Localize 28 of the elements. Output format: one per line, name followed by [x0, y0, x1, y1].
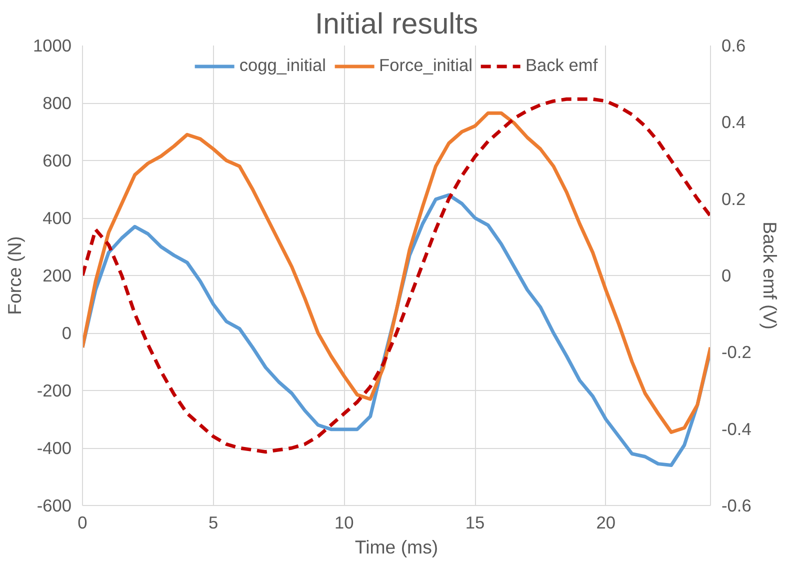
y-tick-label: -400: [36, 438, 72, 458]
legend-label: Back emf: [525, 55, 598, 76]
y2-tick-label: -0.6: [722, 496, 752, 516]
y-tick-label: 0: [62, 323, 72, 343]
y-tick-label: -200: [36, 380, 72, 400]
x-tick-label: 20: [596, 512, 616, 532]
y2-tick-label: 0: [722, 266, 732, 286]
chart-title: Initial results: [315, 8, 478, 40]
y2-tick-label: -0.4: [722, 418, 752, 439]
y-tick-label: 600: [42, 150, 72, 170]
x-tick-label: 0: [78, 512, 88, 532]
y-axis-title: Force (N): [4, 236, 25, 315]
y-tick-label: 800: [42, 93, 72, 113]
y-tick-label: 400: [42, 208, 72, 228]
legend-label: Force_initial: [379, 55, 472, 76]
y2-tick-label: -0.2: [722, 342, 752, 362]
y-tick-label: 1000: [32, 36, 72, 56]
y-tick-label: 200: [42, 266, 72, 286]
y2-axis-title: Back emf (V): [759, 222, 780, 330]
y2-tick-label: 0.4: [722, 112, 746, 132]
y2-tick-label: 0.2: [722, 188, 746, 209]
x-axis-title: Time (ms): [354, 536, 438, 558]
y2-tick-label: 0.6: [722, 36, 746, 56]
x-tick-label: 10: [334, 512, 354, 532]
legend-label: cogg_initial: [239, 55, 326, 76]
y-tick-label: -600: [36, 496, 72, 516]
x-tick-label: 15: [465, 512, 485, 532]
x-tick-label: 5: [208, 512, 218, 532]
